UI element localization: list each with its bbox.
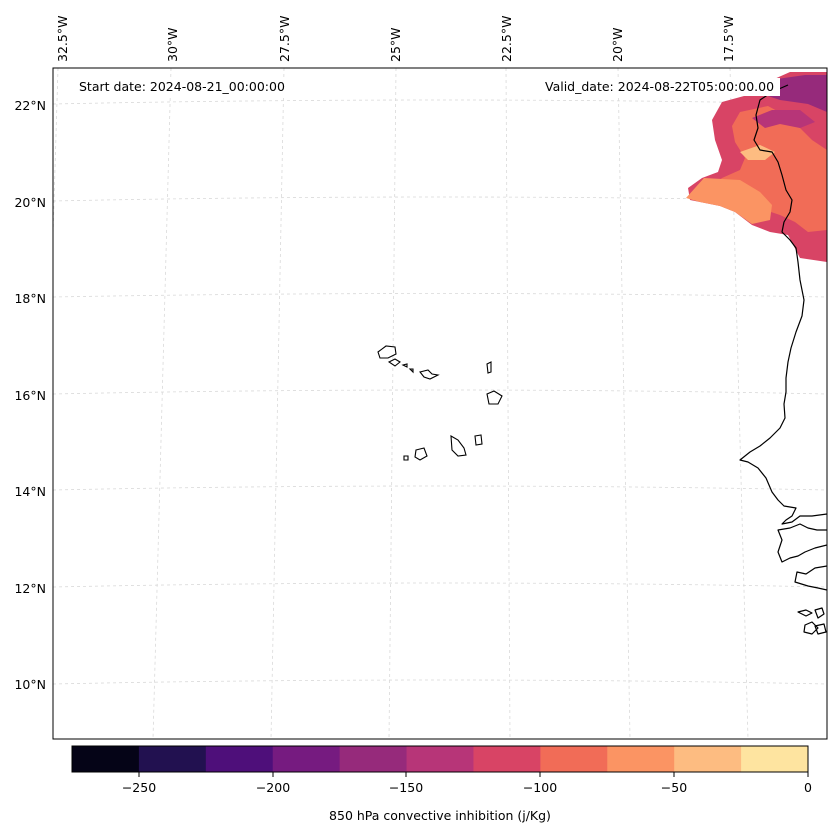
map-background <box>53 68 827 739</box>
gridline-lon-17-5 <box>729 68 749 739</box>
island-santa-luzia <box>401 363 408 368</box>
lat-label-18: 18°N <box>14 291 46 306</box>
coastline <box>739 84 827 635</box>
gridline-lon-27-5 <box>270 68 285 739</box>
lat-label-22: 22°N <box>14 98 46 113</box>
lon-label-25: 25°W <box>388 27 403 62</box>
island-sal <box>486 361 492 374</box>
coastline-guinea-bissau <box>777 523 827 563</box>
cape-verde-islands <box>377 345 503 461</box>
island-santo-antao <box>377 345 397 359</box>
cin-contour--150 <box>752 110 815 128</box>
colorbar-ticks: −250 −200 −150 −100 −50 0 <box>122 772 812 795</box>
colorbar-segment <box>272 746 341 772</box>
lon-label-32-5: 32.5°W <box>55 16 70 62</box>
gridline-lon-25 <box>388 68 397 739</box>
gridline-lat-10 <box>53 679 827 685</box>
island-sao-nicolau <box>408 368 414 374</box>
lat-label-14: 14°N <box>14 484 46 499</box>
island-sao-nicolau-main <box>419 369 440 380</box>
gridline-lat-14 <box>53 485 827 491</box>
gridline-lon-22-5 <box>505 68 511 739</box>
colorbar-segment <box>607 746 675 772</box>
gridline-lat-12 <box>53 582 827 588</box>
valid-date-label: Valid_date: 2024-08-22T05:00:00.00 <box>539 78 781 96</box>
latitude-labels: 22°N 20°N 18°N 16°N 14°N 12°N 10°N <box>14 98 46 692</box>
cb-tick-label-200: −200 <box>256 780 290 795</box>
gridline-lon-20 <box>617 68 631 739</box>
cin-contour--50 <box>686 178 772 224</box>
coastline-mainland <box>739 84 827 525</box>
colorbar-segment <box>473 746 541 772</box>
cin-contour--100 <box>712 106 827 232</box>
colorbar-segment <box>741 746 809 772</box>
cb-tick-label-250: −250 <box>122 780 156 795</box>
gridline-lat-18 <box>53 293 827 298</box>
island-brava <box>403 455 409 461</box>
lon-label-20: 20°W <box>610 27 625 62</box>
lat-label-20: 20°N <box>14 195 46 210</box>
longitude-gridlines <box>53 68 749 739</box>
start-date-label: Start date: 2024-08-21_00:00:00 <box>73 78 291 96</box>
colorbar-frame <box>71 745 809 773</box>
gridline-lat-20 <box>53 196 827 202</box>
lat-label-12: 12°N <box>14 581 46 596</box>
island-fogo <box>414 447 428 461</box>
coastline-island-3 <box>803 621 819 635</box>
lon-label-27-5: 27.5°W <box>277 16 292 62</box>
colorbar-segment <box>138 746 207 772</box>
cb-tick-label-100: −100 <box>523 780 557 795</box>
cin-contours <box>686 72 827 262</box>
coastline-island-2 <box>814 607 825 619</box>
colorbar <box>72 746 809 772</box>
coastline-guinea <box>794 565 827 591</box>
colorbar-segment <box>674 746 742 772</box>
latitude-gridlines <box>53 99 827 685</box>
longitude-labels: 32.5°W 30°W 27.5°W 25°W 22.5°W 20°W 17.5… <box>55 16 736 62</box>
map-frame <box>52 67 828 740</box>
cb-tick-label-0: 0 <box>804 780 812 795</box>
lat-label-10: 10°N <box>14 677 46 692</box>
colorbar-segment <box>540 746 608 772</box>
lon-label-30: 30°W <box>165 27 180 62</box>
gridline-lat-22 <box>53 99 827 105</box>
island-maio <box>474 434 483 446</box>
island-boa-vista <box>486 390 503 405</box>
gridline-lon-30 <box>152 68 172 739</box>
island-santiago <box>450 435 467 457</box>
colorbar-title: 850 hPa convective inhibition (j/Kg) <box>329 808 551 823</box>
colorbar-segment <box>205 746 274 772</box>
gridline-lat-16 <box>53 389 827 395</box>
lon-label-22-5: 22.5°W <box>499 16 514 62</box>
coastline-island-4 <box>814 623 827 635</box>
lon-label-17-5: 17.5°W <box>721 16 736 62</box>
cin-contour--25 <box>740 145 775 160</box>
lat-label-16: 16°N <box>14 388 46 403</box>
cb-tick-label-50: −50 <box>661 780 687 795</box>
coastline-island-1 <box>797 609 813 617</box>
colorbar-segment <box>339 746 408 772</box>
colorbar-segment <box>72 746 140 772</box>
colorbar-segment <box>406 746 474 772</box>
cb-tick-label-150: −150 <box>389 780 423 795</box>
cin-contour--175 <box>765 75 827 112</box>
island-sao-vicente <box>387 358 401 367</box>
